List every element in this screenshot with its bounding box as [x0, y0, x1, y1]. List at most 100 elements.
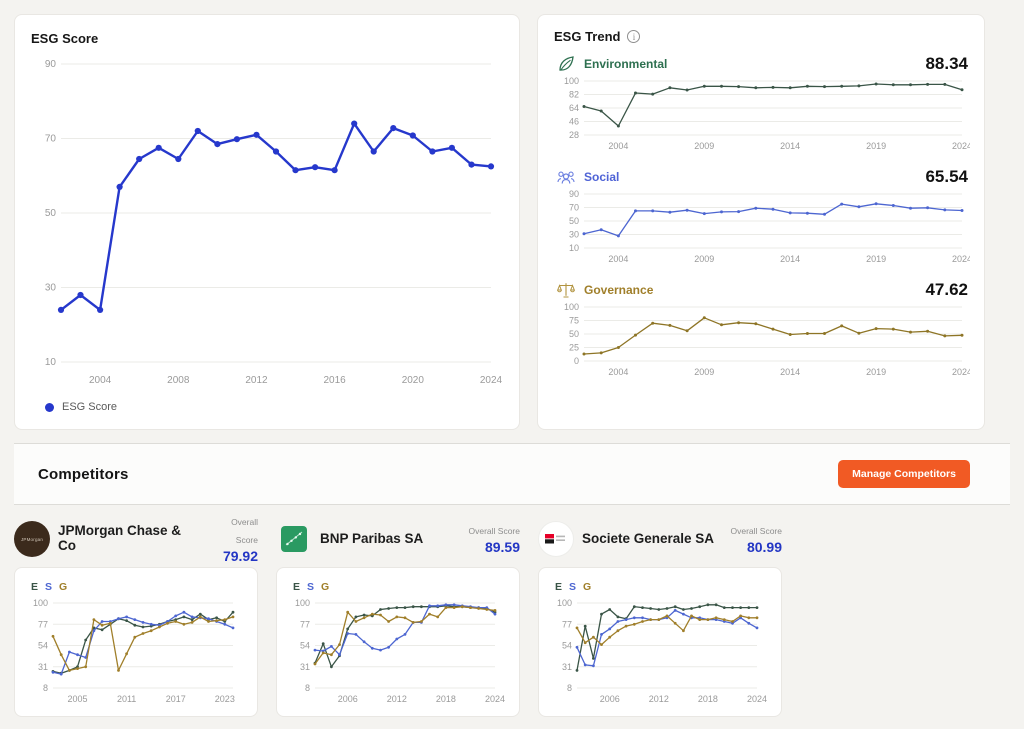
svg-text:2019: 2019 [866, 367, 886, 377]
svg-text:2014: 2014 [780, 141, 800, 151]
competitors-row: JPMorgan JPMorgan Chase & Co Overall Sco… [0, 505, 1024, 717]
svg-text:2008: 2008 [167, 375, 190, 386]
trend-section-environmental: Environmental 88.34 28 46 64 82 100 2004 2009 2… [554, 54, 972, 157]
esg-legend-g: G [583, 581, 592, 593]
social-chart: 10 30 50 70 90 2004 2009 2014 2019 2024 [569, 189, 972, 264]
score-block: Overall Score 80.99 [731, 521, 783, 557]
svg-text:2014: 2014 [780, 254, 800, 264]
competitor-name: BNP Paribas SA [320, 530, 424, 546]
svg-text:31: 31 [38, 662, 48, 672]
esg-trend-card: ESG Trend i Environmental 88.34 28 46 64 82… [537, 14, 985, 430]
svg-text:50: 50 [569, 329, 579, 339]
svg-text:28: 28 [569, 130, 579, 140]
svg-text:2009: 2009 [694, 141, 714, 151]
svg-text:100: 100 [557, 598, 572, 608]
svg-text:2024: 2024 [485, 694, 505, 704]
esg-score-card: ESG Score 10 30 50 70 90 2004 2008 2012 2016 2020… [14, 14, 520, 430]
svg-text:2014: 2014 [780, 367, 800, 377]
svg-text:2012: 2012 [387, 694, 407, 704]
svg-text:2005: 2005 [68, 694, 88, 704]
competitor-chart-card: E S G 8 31 54 77 100 2006 2012 2018 2024 [538, 567, 782, 717]
svg-text:2011: 2011 [117, 694, 136, 704]
leaf-icon [559, 56, 574, 71]
svg-text:100: 100 [33, 598, 48, 608]
svg-text:100: 100 [564, 76, 579, 86]
svg-text:2024: 2024 [952, 141, 970, 151]
svg-text:2024: 2024 [480, 375, 503, 386]
competitor-chart-card: E S G 8 31 54 77 100 2005 2011 2017 2023 [14, 567, 258, 717]
esg-legend-e: E [31, 581, 39, 593]
competitor-chart-jpmorgan: 8 31 54 77 100 2005 2011 2017 2023 [33, 598, 235, 704]
svg-text:31: 31 [562, 662, 572, 672]
svg-text:2018: 2018 [698, 694, 718, 704]
social-label: Social [584, 170, 620, 184]
svg-text:2020: 2020 [402, 375, 425, 386]
societe-generale-logo [538, 521, 574, 557]
svg-text:2004: 2004 [608, 141, 628, 151]
esg-score-title: ESG Score [31, 31, 99, 46]
social-header: Social 65.54 [556, 167, 968, 187]
overall-score-value: 89.59 [484, 539, 520, 555]
svg-text:75: 75 [569, 316, 579, 326]
svg-text:2019: 2019 [866, 141, 886, 151]
legend-label: ESG Score [62, 401, 118, 413]
svg-text:2006: 2006 [338, 694, 358, 704]
manage-competitors-button[interactable]: Manage Competitors [838, 460, 970, 488]
svg-text:2018: 2018 [436, 694, 456, 704]
svg-text:54: 54 [300, 641, 310, 651]
svg-text:54: 54 [38, 641, 48, 651]
competitor-chart-card: E S G 8 31 54 77 100 2006 2012 2018 2024 [276, 567, 520, 717]
svg-text:31: 31 [300, 662, 310, 672]
esg-legend-s: S [569, 581, 577, 593]
esg-score-chart-wrap: 10 30 50 70 90 2004 2008 2012 2016 2020 2024 [31, 52, 503, 391]
trend-section-governance: Governance 47.62 0 25 50 75 100 2004 2009 2014 2… [554, 280, 972, 383]
svg-text:10: 10 [45, 357, 57, 368]
top-row: ESG Score 10 30 50 70 90 2004 2008 2012 2016 2020… [14, 14, 985, 430]
esg-legend-s: S [307, 581, 315, 593]
overall-score-label: Overall Score [730, 526, 783, 536]
governance-header: Governance 47.62 [556, 280, 968, 300]
esg-legend[interactable]: E S G [31, 581, 245, 593]
score-block: Overall Score 79.92 [208, 512, 258, 566]
governance-chart: 0 25 50 75 100 2004 2009 2014 2019 2024 [564, 302, 972, 377]
svg-text:90: 90 [45, 59, 57, 70]
people-icon [557, 171, 575, 184]
esg-score-legend[interactable]: ESG Score [31, 401, 503, 413]
esg-legend-s: S [45, 581, 53, 593]
svg-text:2023: 2023 [215, 694, 235, 704]
svg-text:82: 82 [569, 90, 579, 100]
svg-text:2009: 2009 [694, 367, 714, 377]
svg-text:30: 30 [45, 283, 57, 294]
jpmorgan-logo: JPMorgan [14, 521, 50, 557]
svg-text:54: 54 [562, 641, 572, 651]
svg-text:2024: 2024 [952, 367, 970, 377]
svg-text:2019: 2019 [866, 254, 886, 264]
esg-legend[interactable]: E S G [293, 581, 507, 593]
competitors-bar: Competitors Manage Competitors [14, 443, 1010, 505]
svg-text:2017: 2017 [166, 694, 186, 704]
svg-text:2004: 2004 [608, 367, 628, 377]
info-icon[interactable]: i [627, 30, 641, 43]
esg-legend-e: E [555, 581, 563, 593]
svg-text:77: 77 [562, 619, 572, 629]
overall-score-value: 80.99 [746, 539, 782, 555]
competitor-chart-societe-generale: 8 31 54 77 100 2006 2012 2018 2024 [557, 598, 767, 704]
overall-score-value: 79.92 [222, 548, 258, 564]
svg-text:64: 64 [569, 103, 579, 113]
overall-score-label: Overall Score [231, 517, 258, 545]
environmental-label: Environmental [584, 57, 668, 71]
svg-text:70: 70 [45, 134, 57, 145]
competitor-name: JPMorgan Chase & Co [58, 523, 182, 553]
svg-text:100: 100 [564, 302, 579, 312]
svg-text:50: 50 [569, 216, 579, 226]
svg-text:0: 0 [574, 356, 579, 366]
esg-legend[interactable]: E S G [555, 581, 769, 593]
esg-score-chart: 10 30 50 70 90 2004 2008 2012 2016 2020 2024 [45, 59, 503, 386]
svg-text:100: 100 [295, 598, 310, 608]
svg-text:2024: 2024 [952, 254, 970, 264]
environmental-chart: 28 46 64 82 100 2004 2009 2014 2019 2024 [564, 76, 972, 151]
svg-text:46: 46 [569, 117, 579, 127]
esg-trend-title: ESG Trend [554, 29, 621, 44]
esg-legend-g: G [321, 581, 330, 593]
esg-legend-e: E [293, 581, 301, 593]
